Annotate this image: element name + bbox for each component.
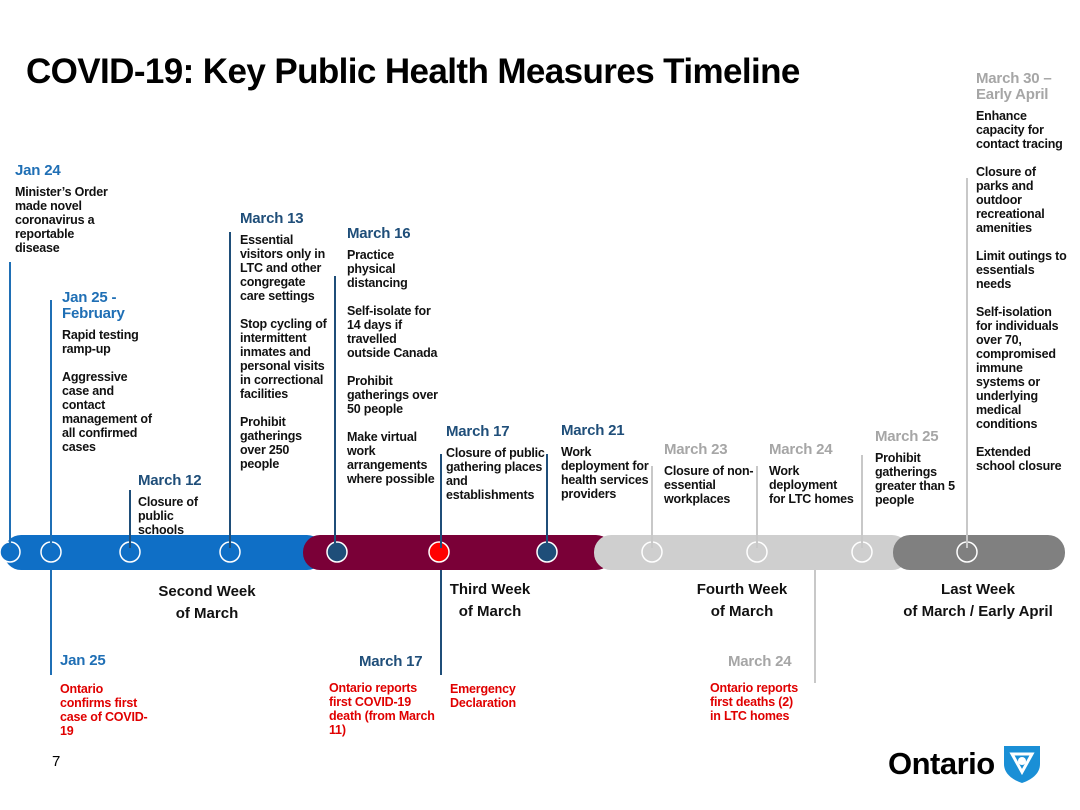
event-item: Closure of public gathering places and e… <box>446 446 545 502</box>
period-line: Last Week <box>941 581 1015 598</box>
event-date: March 21 <box>561 422 625 439</box>
event-line <box>229 232 231 548</box>
note-item: Ontario confirms first case of COVID-19 <box>60 682 148 738</box>
period-line: Third Week <box>449 581 531 598</box>
note-item: Emergency Declaration <box>450 682 516 710</box>
event-item: Enhance capacity for contact tracing <box>976 109 1063 151</box>
event: March 24 Work deployment for LTC homes <box>769 441 854 507</box>
event: March 21 Work deployment for health servi… <box>561 422 651 502</box>
event-item: Self-isolate for 14 days if travelled ou… <box>347 304 438 360</box>
period-label: Last Week of March / Early April <box>878 579 1078 623</box>
period-label: Third Week of March <box>390 579 590 623</box>
period-line: of March <box>458 603 522 620</box>
event-item: Prohibit gatherings greater than 5 peopl… <box>875 451 955 507</box>
event-line <box>966 178 968 548</box>
event-line <box>334 276 336 548</box>
timeline-dot <box>428 541 450 563</box>
event: March 13 Essential visitors only in LTC a… <box>240 210 328 472</box>
period-line: Second Week <box>158 583 256 600</box>
note-date: March 24 <box>728 653 792 670</box>
period-line: of March <box>710 603 774 620</box>
event-item: Work deployment for LTC homes <box>769 464 854 506</box>
event-line <box>440 454 442 548</box>
event: Jan 24 Minister’s Order made novel corona… <box>15 162 115 256</box>
period-line: of March / Early April <box>903 603 1053 620</box>
note-item: Ontario reports first deaths (2) in LTC … <box>710 681 798 723</box>
slide-title: COVID-19: Key Public Health Measures Tim… <box>26 52 800 91</box>
event-date: March 24 <box>769 441 833 458</box>
event-item: Closure of public schools <box>138 495 198 537</box>
period-line: Fourth Week <box>696 581 788 598</box>
event-item: Closure of parks and outdoor recreationa… <box>976 165 1045 235</box>
logo-icon <box>1004 746 1040 783</box>
event: March 17 Closure of public gathering plac… <box>446 423 546 503</box>
logo-text: Ontario <box>888 746 995 781</box>
event-item: Extended school closure <box>976 445 1062 473</box>
timeline-bar <box>0 535 1065 570</box>
event-date: Jan 24 <box>15 162 61 179</box>
event-line <box>50 300 52 548</box>
event-date: March 13 <box>240 210 304 227</box>
event-item: Closure of non-essential workplaces <box>664 464 754 506</box>
period-line: of March <box>175 605 239 622</box>
event-line <box>756 466 758 548</box>
event-date: March 25 <box>875 428 939 445</box>
note-item: Ontario reports first COVID-19 death (fr… <box>329 681 435 737</box>
period-label: Second Week of March <box>107 581 307 625</box>
note-line <box>440 570 442 675</box>
event-date: March 23 <box>664 441 728 458</box>
event-item: Aggressive case and contact management o… <box>62 370 152 454</box>
event-item: Prohibit gatherings over 50 people <box>347 374 438 416</box>
event-date: March 17 <box>446 423 510 440</box>
note-date: March 17 <box>359 653 423 670</box>
event-date: Jan 25 - February <box>62 289 125 322</box>
event-item: Prohibit gatherings over 250 people <box>240 415 302 471</box>
event-item: Self-isolation for individuals over 70, … <box>976 305 1059 431</box>
note-line <box>50 570 52 675</box>
event-item: Minister’s Order made novel coronavirus … <box>15 185 108 255</box>
event-date: March 30 – Early April <box>976 70 1052 103</box>
event-item: Rapid testing ramp-up <box>62 328 139 356</box>
event-item: Practice physical distancing <box>347 248 408 290</box>
event-line <box>546 454 548 548</box>
event-line <box>9 262 11 548</box>
note-line <box>814 570 816 683</box>
event: March 25 Prohibit gatherings greater than… <box>875 428 960 508</box>
event: March 16 Practice physical distancing Self… <box>347 225 442 487</box>
event: March 30 – Early April Enhance capacity f… <box>976 70 1068 474</box>
event-line <box>651 466 653 548</box>
event-date: March 16 <box>347 225 411 242</box>
event-item: Work deployment for health services prov… <box>561 445 649 501</box>
event: March 23 Closure of non-essential workpla… <box>664 441 756 507</box>
event-line <box>129 490 131 548</box>
event-date: March 12 <box>138 472 202 489</box>
period-label: Fourth Week of March <box>642 579 842 623</box>
event-item: Essential visitors only in LTC and other… <box>240 233 326 303</box>
event-item: Limit outings to essentials needs <box>976 249 1067 291</box>
event-line <box>861 455 863 548</box>
event-item: Make virtual work arrangements where pos… <box>347 430 435 486</box>
page-number: 7 <box>52 753 61 770</box>
timeline-dot <box>326 541 348 563</box>
event: March 12 Closure of public schools <box>138 472 218 538</box>
event-item: Stop cycling of intermittent inmates and… <box>240 317 327 401</box>
event: Jan 25 - February Rapid testing ramp-up Ag… <box>62 289 157 455</box>
note-date: Jan 25 <box>60 652 106 669</box>
